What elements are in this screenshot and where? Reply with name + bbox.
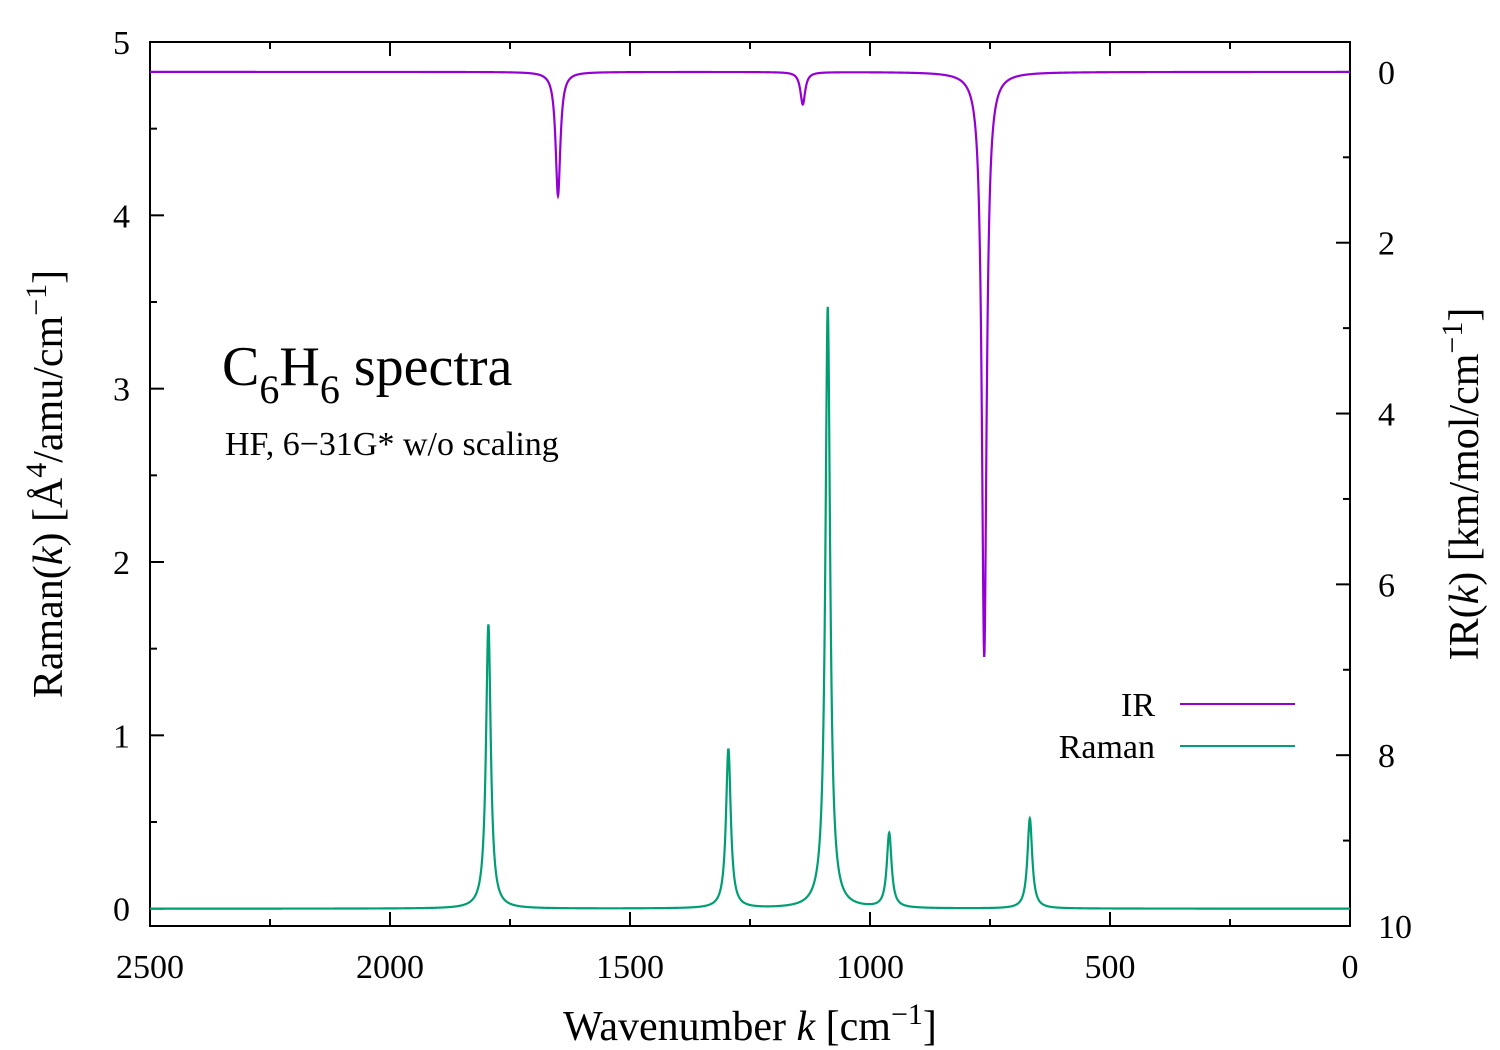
y-left-tick-label: 4 bbox=[113, 198, 130, 235]
x-tick-label: 1500 bbox=[596, 949, 664, 986]
chart-annotation-subtitle: HF, 6−31G* w/o scaling bbox=[225, 426, 559, 463]
y-right-tick-label: 8 bbox=[1378, 738, 1395, 775]
y-right-tick-label: 4 bbox=[1378, 397, 1395, 434]
y-right-tick-label: 0 bbox=[1378, 55, 1395, 92]
axis-ticks: 2500 2000 1500 1000 500 0 0 1 2 3 4 5 0 2 4 6 8 10 bbox=[113, 25, 1412, 986]
series-layer bbox=[150, 70, 1350, 910]
x-tick-label: 1000 bbox=[836, 949, 904, 986]
y-left-axis-title: Raman(k) [Å4/amu/cm−1] bbox=[20, 270, 72, 698]
plot-frame bbox=[149, 41, 1351, 927]
y-left-tick-label: 5 bbox=[113, 25, 130, 62]
x-tick-label: 500 bbox=[1085, 949, 1136, 986]
series-line-ir bbox=[150, 70, 1350, 658]
y-right-tick-label: 2 bbox=[1378, 226, 1395, 263]
series-line-raman bbox=[150, 306, 1350, 910]
x-tick-label: 2000 bbox=[356, 949, 424, 986]
x-tick-label: 2500 bbox=[116, 949, 184, 986]
y-right-axis-title: IR(k) [km/mol/cm−1] bbox=[1436, 308, 1488, 661]
y-left-tick-label: 0 bbox=[113, 892, 130, 929]
y-left-tick-label: 3 bbox=[113, 372, 130, 409]
y-right-tick-label: 6 bbox=[1378, 567, 1395, 604]
x-axis-title: Wavenumber k [cm−1] bbox=[563, 998, 937, 1050]
legend: IR Raman bbox=[1059, 687, 1295, 766]
y-right-tick-label: 10 bbox=[1378, 909, 1412, 946]
x-tick-label: 0 bbox=[1342, 949, 1359, 986]
y-left-tick-label: 1 bbox=[113, 718, 130, 755]
y-left-tick-label: 2 bbox=[113, 545, 130, 582]
legend-label-ir: IR bbox=[1121, 687, 1155, 724]
chart-annotation-title: C6H6 spectra bbox=[222, 336, 513, 412]
legend-label-raman: Raman bbox=[1059, 729, 1155, 766]
